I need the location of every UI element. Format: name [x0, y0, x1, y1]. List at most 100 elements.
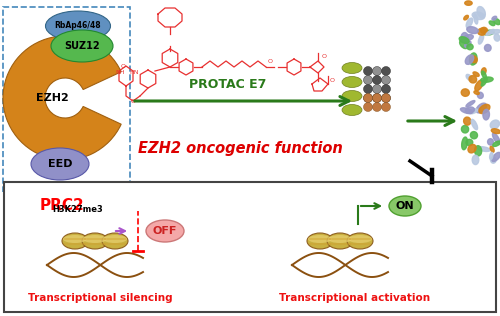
Circle shape: [382, 76, 390, 84]
Ellipse shape: [484, 45, 491, 52]
Circle shape: [382, 102, 390, 112]
Ellipse shape: [342, 90, 362, 101]
Ellipse shape: [460, 40, 468, 49]
Ellipse shape: [102, 233, 128, 249]
Ellipse shape: [328, 235, 352, 243]
Ellipse shape: [471, 119, 478, 130]
Ellipse shape: [492, 141, 500, 146]
Ellipse shape: [342, 105, 362, 116]
Text: PROTAC E7: PROTAC E7: [190, 77, 266, 90]
Circle shape: [372, 102, 382, 112]
Ellipse shape: [490, 120, 500, 129]
Ellipse shape: [492, 133, 500, 144]
Ellipse shape: [459, 37, 469, 44]
Circle shape: [372, 94, 382, 102]
Text: EZH2: EZH2: [36, 93, 68, 103]
Ellipse shape: [490, 146, 494, 152]
Ellipse shape: [474, 91, 480, 94]
Ellipse shape: [492, 16, 496, 20]
Ellipse shape: [474, 14, 478, 24]
Circle shape: [364, 84, 372, 94]
Wedge shape: [3, 36, 121, 160]
Ellipse shape: [492, 129, 500, 134]
Ellipse shape: [469, 76, 476, 83]
Text: ON: ON: [396, 201, 414, 211]
Circle shape: [372, 76, 382, 84]
Ellipse shape: [31, 148, 89, 180]
Ellipse shape: [461, 89, 469, 96]
Ellipse shape: [467, 27, 478, 33]
Ellipse shape: [464, 34, 473, 40]
Text: O: O: [121, 64, 126, 70]
Ellipse shape: [492, 152, 500, 161]
Ellipse shape: [477, 7, 486, 18]
Circle shape: [364, 76, 372, 84]
Ellipse shape: [51, 30, 113, 62]
Text: O: O: [268, 59, 272, 64]
Ellipse shape: [146, 220, 184, 242]
Ellipse shape: [327, 233, 353, 249]
Ellipse shape: [484, 30, 494, 35]
Circle shape: [364, 94, 372, 102]
Ellipse shape: [466, 100, 475, 107]
Ellipse shape: [494, 34, 500, 41]
Ellipse shape: [465, 41, 471, 47]
Ellipse shape: [482, 78, 488, 86]
Text: SUZ12: SUZ12: [64, 41, 100, 51]
Circle shape: [372, 84, 382, 94]
Ellipse shape: [480, 27, 488, 34]
Circle shape: [382, 66, 390, 76]
Ellipse shape: [490, 30, 500, 34]
Ellipse shape: [481, 77, 493, 82]
Ellipse shape: [62, 233, 88, 249]
Circle shape: [382, 84, 390, 94]
Ellipse shape: [478, 28, 486, 35]
Ellipse shape: [470, 53, 477, 65]
Circle shape: [364, 102, 372, 112]
Circle shape: [382, 94, 390, 102]
Ellipse shape: [465, 107, 474, 113]
Text: EED: EED: [48, 159, 72, 169]
Ellipse shape: [486, 29, 494, 35]
Text: PRC2: PRC2: [40, 198, 84, 213]
Ellipse shape: [389, 196, 421, 216]
Ellipse shape: [466, 139, 473, 146]
Ellipse shape: [470, 56, 478, 63]
Ellipse shape: [474, 146, 482, 156]
Text: H3K27me3: H3K27me3: [52, 204, 104, 214]
Circle shape: [382, 94, 390, 102]
Circle shape: [372, 94, 382, 102]
Ellipse shape: [469, 109, 478, 114]
Ellipse shape: [467, 44, 473, 50]
Ellipse shape: [478, 34, 484, 44]
Ellipse shape: [465, 1, 472, 5]
FancyBboxPatch shape: [4, 182, 496, 312]
Ellipse shape: [488, 139, 494, 145]
Ellipse shape: [462, 137, 468, 150]
Ellipse shape: [470, 59, 476, 64]
Ellipse shape: [466, 18, 472, 28]
Ellipse shape: [347, 233, 373, 249]
Ellipse shape: [478, 92, 484, 99]
Circle shape: [364, 66, 372, 76]
Ellipse shape: [83, 235, 107, 243]
Ellipse shape: [307, 233, 333, 249]
Ellipse shape: [82, 233, 108, 249]
Ellipse shape: [461, 33, 468, 43]
Ellipse shape: [308, 235, 332, 243]
Ellipse shape: [468, 144, 476, 153]
Text: EZH2 oncogenic function: EZH2 oncogenic function: [138, 141, 342, 155]
Ellipse shape: [103, 235, 127, 243]
Ellipse shape: [472, 155, 479, 165]
Ellipse shape: [482, 68, 486, 75]
Ellipse shape: [494, 18, 500, 25]
Circle shape: [364, 94, 372, 102]
Ellipse shape: [478, 147, 490, 151]
Ellipse shape: [464, 15, 468, 20]
Ellipse shape: [470, 131, 478, 139]
Ellipse shape: [342, 76, 362, 88]
Text: NH: NH: [115, 70, 125, 75]
Ellipse shape: [490, 157, 496, 163]
Text: O: O: [322, 53, 327, 58]
Ellipse shape: [464, 117, 471, 125]
